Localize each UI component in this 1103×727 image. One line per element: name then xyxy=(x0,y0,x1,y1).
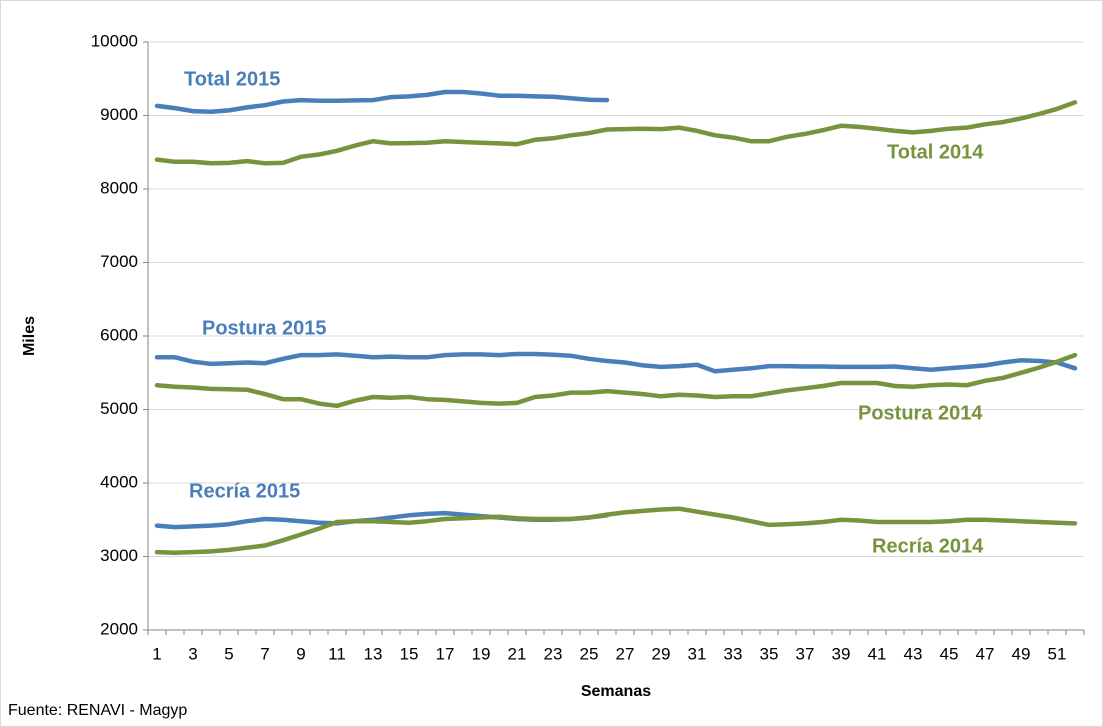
y-tick-label: 7000 xyxy=(100,252,138,271)
x-tick-label: 43 xyxy=(904,644,923,663)
series-line xyxy=(154,351,1078,374)
x-tick-label: 29 xyxy=(652,644,671,663)
y-axis-label: Miles xyxy=(21,316,38,356)
x-tick-label: 31 xyxy=(688,644,707,663)
series-label: Total 2015 xyxy=(184,68,280,90)
source-note: Fuente: RENAVI - Magyp xyxy=(8,702,187,719)
x-tick-label: 49 xyxy=(1012,644,1031,663)
x-tick-label: 23 xyxy=(544,644,563,663)
x-tick-label: 45 xyxy=(940,644,959,663)
x-tick-label: 5 xyxy=(224,644,233,663)
y-tick-label: 8000 xyxy=(100,178,138,197)
y-tick-label: 3000 xyxy=(100,546,138,565)
series-label: Postura 2015 xyxy=(202,317,327,339)
x-tick-label: 3 xyxy=(188,644,197,663)
x-tick-label: 9 xyxy=(296,644,305,663)
x-tick-label: 7 xyxy=(260,644,269,663)
x-tick-label: 17 xyxy=(436,644,455,663)
series-line xyxy=(154,100,1078,166)
y-tick-label: 4000 xyxy=(100,472,138,491)
series-label: Recría 2015 xyxy=(189,480,300,502)
series-line xyxy=(154,506,1078,556)
x-tick-label: 11 xyxy=(328,644,346,663)
x-tick-label: 37 xyxy=(796,644,815,663)
x-tick-label: 25 xyxy=(580,644,599,663)
y-tick-label: 6000 xyxy=(100,325,138,344)
y-tick-label: 5000 xyxy=(100,399,138,418)
x-tick-label: 1 xyxy=(152,644,161,663)
x-tick-label: 27 xyxy=(616,644,635,663)
series-label: Postura 2014 xyxy=(858,402,983,424)
x-tick-label: 33 xyxy=(724,644,743,663)
series-label: Total 2014 xyxy=(887,141,984,163)
x-tick-label: 51 xyxy=(1048,644,1067,663)
x-axis-label: Semanas xyxy=(581,683,651,700)
y-tick-label: 9000 xyxy=(100,105,138,124)
y-tick-label: 2000 xyxy=(100,619,138,638)
x-tick-label: 21 xyxy=(508,644,527,663)
x-tick-label: 13 xyxy=(364,644,383,663)
series-line xyxy=(154,352,1078,409)
x-tick-label: 47 xyxy=(976,644,995,663)
y-tick-label: 10000 xyxy=(91,31,138,50)
series-line xyxy=(154,89,610,115)
x-tick-label: 19 xyxy=(472,644,491,663)
x-tick-label: 39 xyxy=(832,644,851,663)
x-tick-label: 35 xyxy=(760,644,779,663)
x-tick-label: 41 xyxy=(868,644,887,663)
x-tick-label: 15 xyxy=(400,644,419,663)
series-label: Recría 2014 xyxy=(872,535,984,557)
